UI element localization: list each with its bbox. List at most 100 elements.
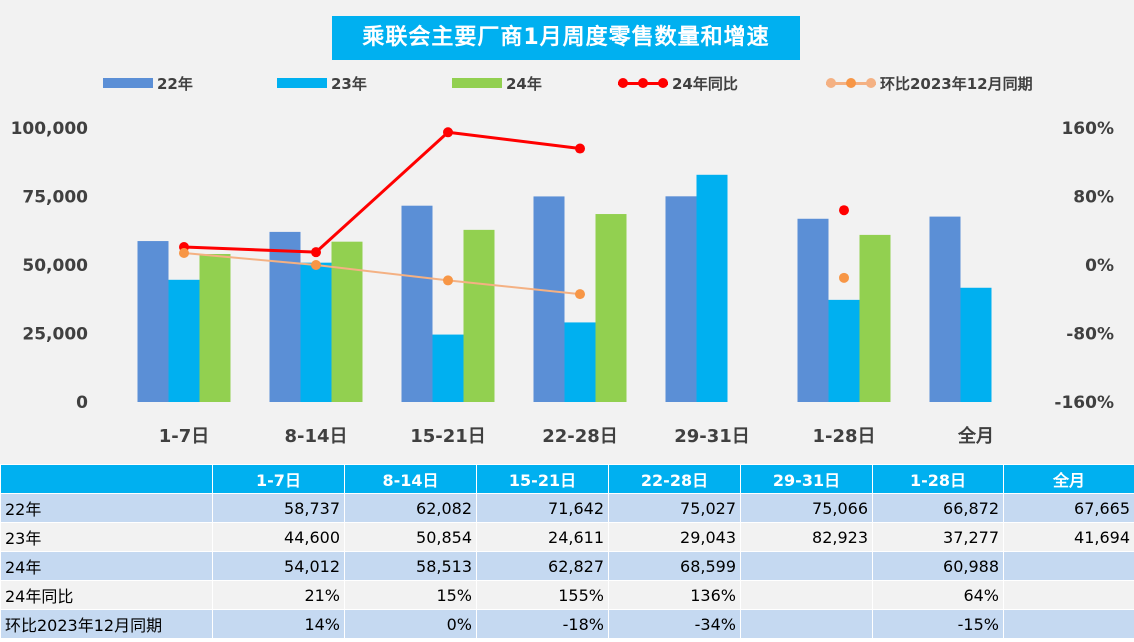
table-row: 环比2023年12月同期 14% 0% -18% -34% -15% (0, 609, 1134, 639)
x-tick-label: 1-28日 (812, 426, 875, 447)
table-header-cell: 8-14日 (344, 464, 477, 494)
point-环比2023年12月同期 (311, 260, 321, 270)
table-cell: 58,737 (212, 493, 345, 523)
table-cell (740, 580, 873, 610)
table-cell: 24,611 (476, 522, 609, 552)
table-row: 22年 58,737 62,082 71,642 75,027 75,066 6… (0, 493, 1134, 523)
chart-title: 乘联会主要厂商1月周度零售数量和增速 (332, 16, 800, 60)
table-cell (740, 609, 873, 639)
bar-22年 (665, 196, 697, 402)
table-header-cell: 15-21日 (476, 464, 609, 494)
plot-svg: 0 25,000 50,000 75,000 100,000 -160% -80% 0% 80%… (11, 119, 1114, 447)
point-24年同比 (443, 127, 453, 138)
bar-22年 (401, 205, 433, 402)
legend: 22年 23年 24年 24年同比 环比20 (0, 66, 1134, 100)
point-环比2023年12月同期 (575, 289, 585, 300)
table-cell: 29,043 (608, 522, 741, 552)
bar-22年 (269, 231, 301, 402)
table-cell: 71,642 (476, 493, 609, 523)
bar-24年 (199, 254, 231, 402)
table-row: 24年同比 21% 15% 155% 136% 64% (0, 580, 1134, 610)
x-tick-label: 15-21日 (410, 426, 486, 447)
table-cell: 60,988 (872, 551, 1004, 581)
legend-label-24: 24年 (506, 74, 542, 93)
bar-22年 (137, 241, 169, 402)
y-right-tick-label: 80% (1073, 188, 1114, 208)
legend-item-mom[interactable]: 环比2023年12月同期 (826, 66, 1033, 100)
legend-label-mom: 环比2023年12月同期 (880, 74, 1033, 93)
table-cell: 67,665 (1003, 493, 1134, 523)
bar-22年 (797, 218, 829, 402)
table-cell (1003, 580, 1134, 610)
point-环比2023年12月同期 (179, 248, 189, 259)
legend-swatch-23 (277, 78, 327, 88)
legend-label-yoy: 24年同比 (672, 74, 738, 93)
line-segment-24年同比 (447, 130, 581, 151)
point-环比2023年12月同期 (443, 275, 453, 286)
table-cell: -15% (872, 609, 1004, 639)
legend-item-24[interactable]: 24年 (452, 66, 542, 100)
table-cell (740, 551, 873, 581)
table-cell: 58,513 (344, 551, 477, 581)
table-row-label: 24年 (0, 551, 213, 581)
line-segment-环比2023年12月同期 (315, 264, 449, 282)
table-header-cell: 1-7日 (212, 464, 345, 494)
table-row-label: 23年 (0, 522, 213, 552)
legend-item-23[interactable]: 23年 (277, 66, 367, 100)
table-row: 24年 54,012 58,513 62,827 68,599 60,988 (0, 551, 1134, 581)
table-cell: 0% (344, 609, 477, 639)
bar-23年 (828, 299, 860, 402)
table-cell (1003, 551, 1134, 581)
table-header-cell: 全月 (1003, 464, 1134, 494)
legend-item-yoy[interactable]: 24年同比 (618, 66, 738, 100)
y-right-tick-label: -160% (1054, 393, 1114, 413)
line-segment-24年同比 (183, 245, 317, 254)
table-header-row: 1-7日 8-14日 15-21日 22-28日 29-31日 1-28日 全月 (0, 464, 1134, 494)
table-cell (1003, 609, 1134, 639)
table-row-label: 环比2023年12月同期 (0, 609, 213, 639)
table-cell: 14% (212, 609, 345, 639)
legend-item-22[interactable]: 22年 (103, 66, 193, 100)
table-cell: 75,066 (740, 493, 873, 523)
table-cell: 50,854 (344, 522, 477, 552)
line-segment-24年同比 (314, 131, 450, 254)
table-cell: 68,599 (608, 551, 741, 581)
table-cell: 21% (212, 580, 345, 610)
x-tick-label: 全月 (957, 425, 994, 447)
y-right-tick-label: 160% (1061, 119, 1114, 139)
legend-swatch-22 (103, 78, 153, 88)
table-cell: -34% (608, 609, 741, 639)
bar-23年 (696, 174, 728, 402)
table-row: 23年 44,600 50,854 24,611 29,043 82,923 3… (0, 522, 1134, 552)
x-tick-label: 29-31日 (674, 426, 750, 447)
y-left-tick-label: 50,000 (22, 256, 88, 276)
bar-22年 (929, 216, 961, 402)
table-cell: 62,082 (344, 493, 477, 523)
table-cell: -18% (476, 609, 609, 639)
line-segment-环比2023年12月同期 (447, 279, 581, 296)
table-header-cell: 29-31日 (740, 464, 873, 494)
bar-24年 (463, 229, 495, 402)
bar-23年 (960, 287, 992, 402)
table-cell: 64% (872, 580, 1004, 610)
point-24年同比 (311, 247, 321, 258)
bar-23年 (564, 322, 596, 402)
bar-23年 (300, 262, 332, 402)
chart-area: 乘联会主要厂商1月周度零售数量和增速 22年 23年 24年 24年同比 (0, 0, 1134, 464)
point-24年同比 (839, 205, 849, 216)
legend-label-23: 23年 (331, 74, 367, 93)
y-right-tick-label: -80% (1066, 325, 1114, 345)
y-left-tick-label: 0 (76, 393, 88, 413)
table-row-label: 24年同比 (0, 580, 213, 610)
data-table: 1-7日 8-14日 15-21日 22-28日 29-31日 1-28日 全月… (0, 464, 1134, 639)
table-cell: 41,694 (1003, 522, 1134, 552)
y-left-tick-label: 100,000 (11, 119, 89, 139)
table-cell: 54,012 (212, 551, 345, 581)
table-header-cell: 1-28日 (872, 464, 1004, 494)
table-cell: 62,827 (476, 551, 609, 581)
table-row-label: 22年 (0, 493, 213, 523)
table-cell: 155% (476, 580, 609, 610)
table-header-cell (0, 464, 213, 494)
bar-24年 (331, 241, 363, 402)
bar-23年 (432, 334, 464, 402)
